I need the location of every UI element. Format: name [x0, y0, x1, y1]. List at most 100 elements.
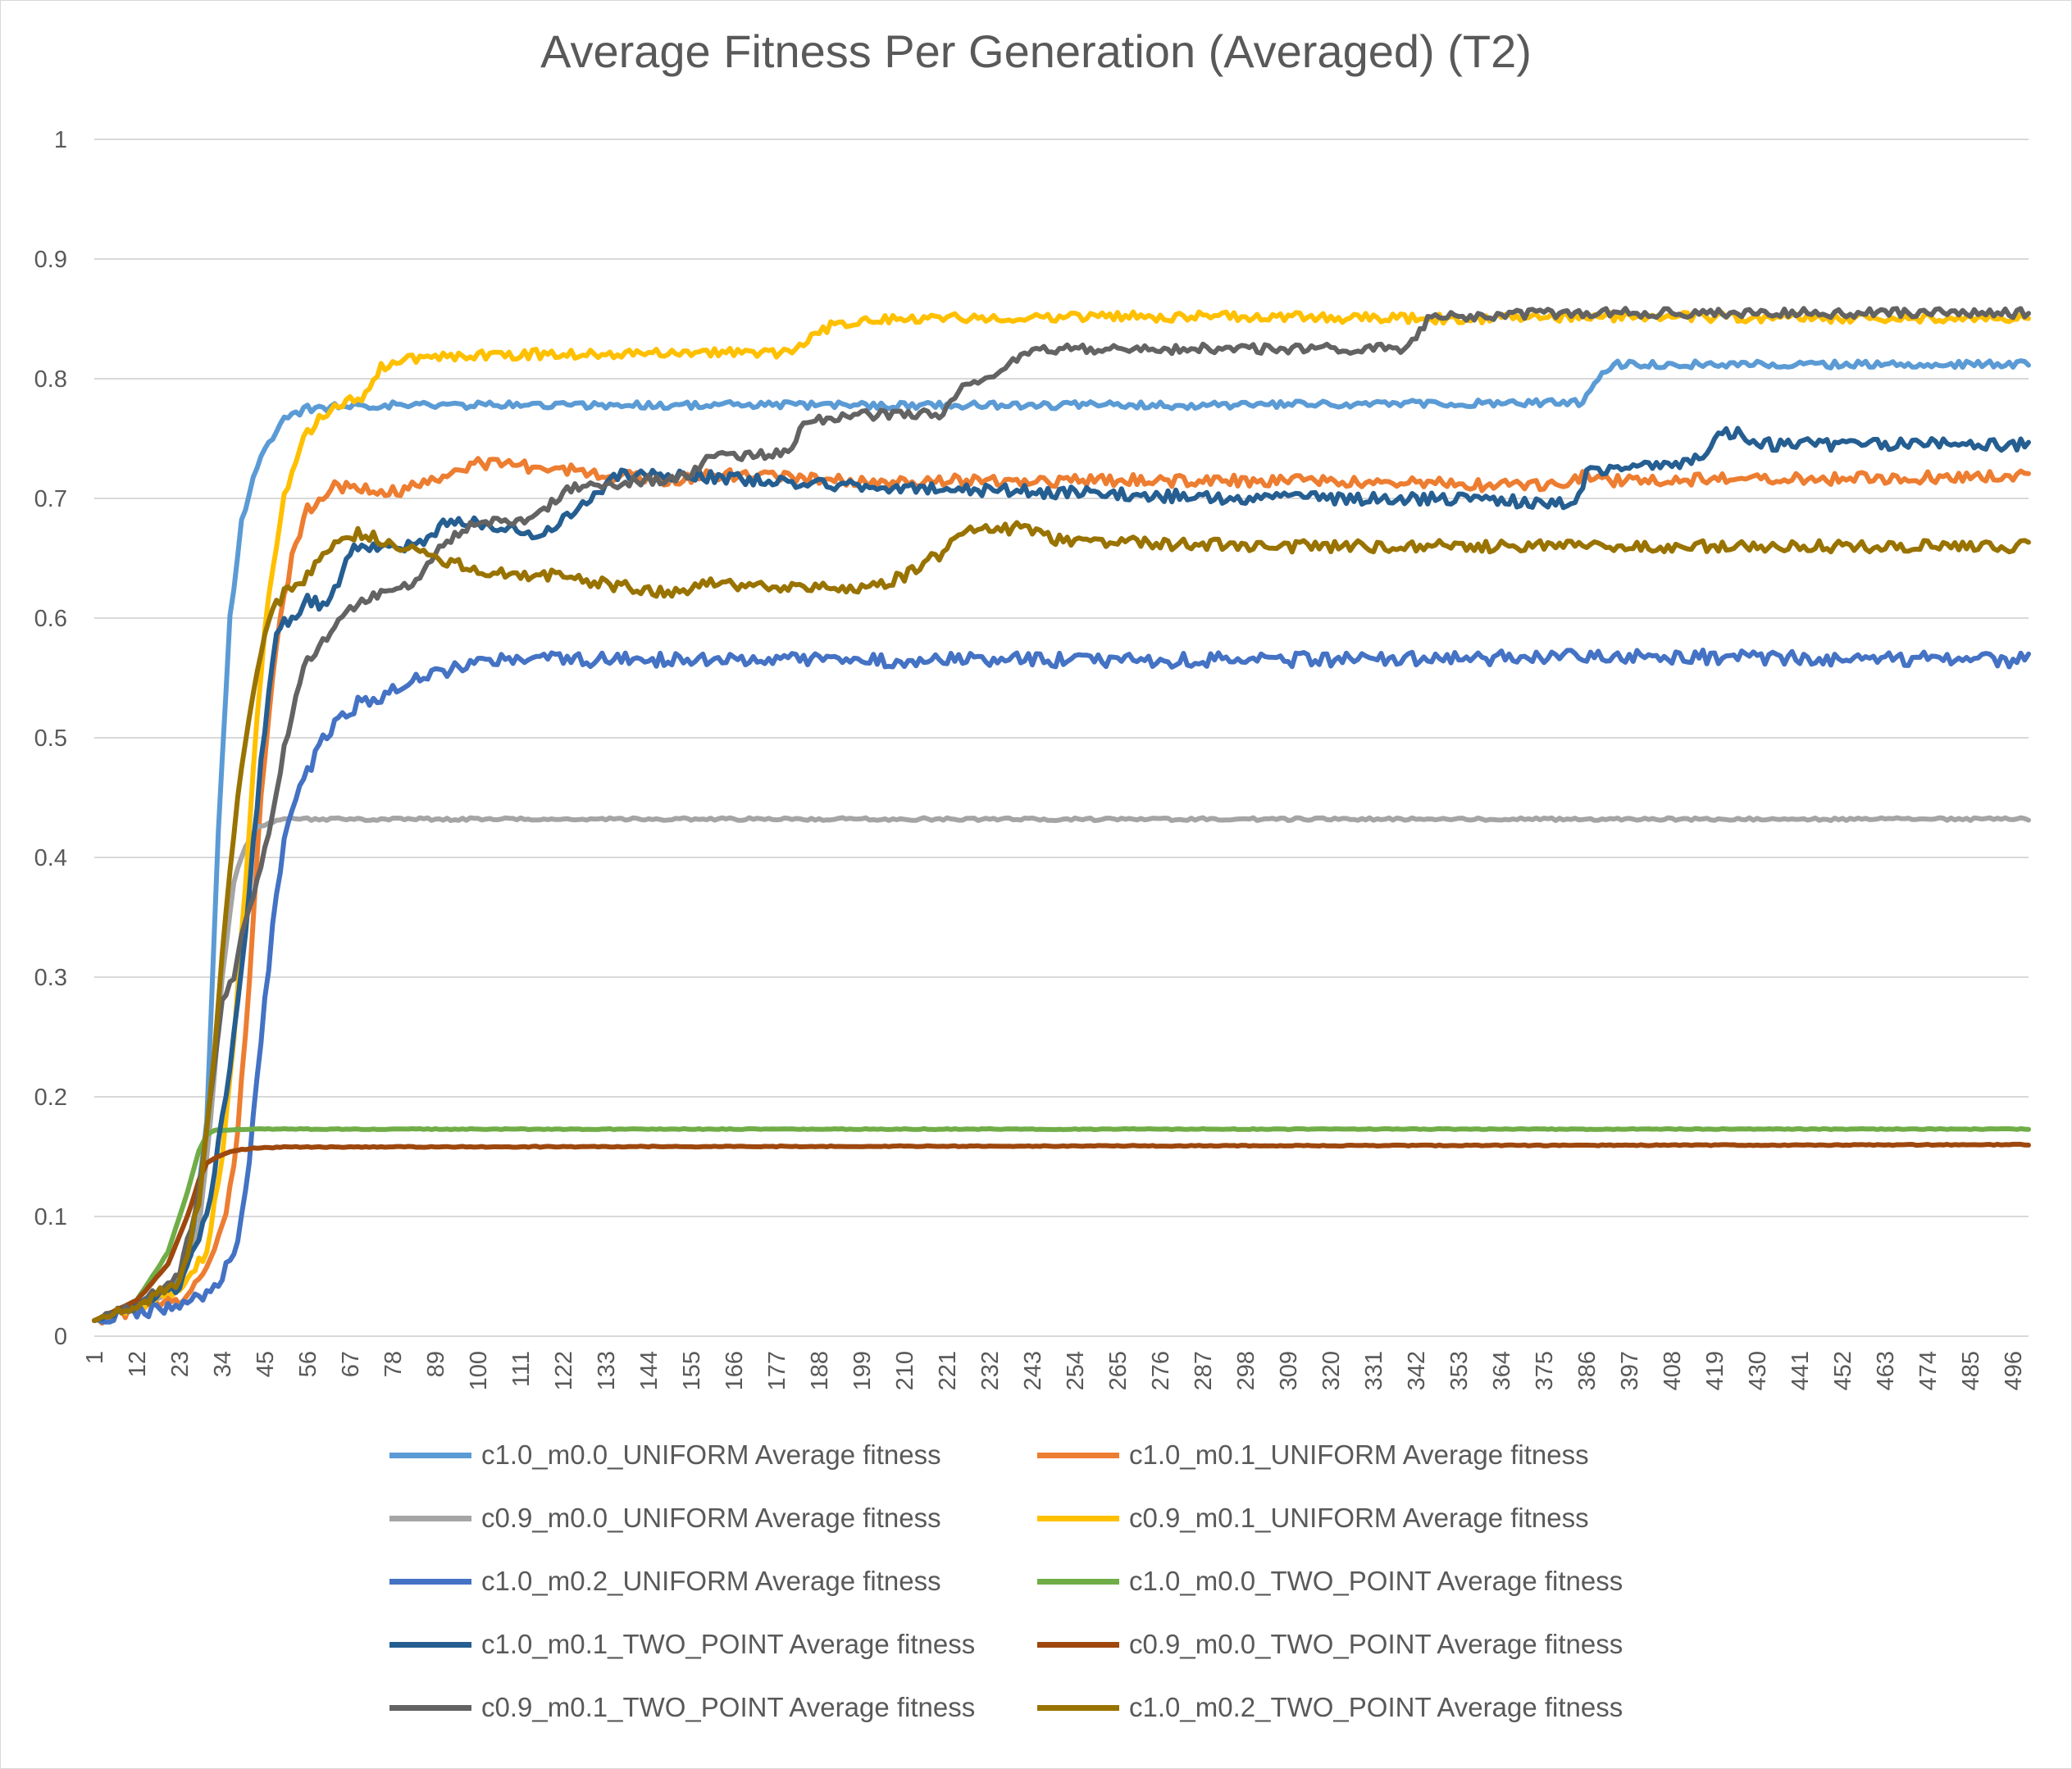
y-tick-label: 0.3: [34, 965, 67, 991]
legend-swatch: [1037, 1452, 1119, 1458]
x-axis-ticks: 1 12 23 34 45 56 67 78 89 100 111 122 133 144 155 166 17…: [82, 1351, 2027, 1390]
x-tick-label: 364: [1489, 1351, 1515, 1390]
legend-label: c1.0_m0.0_UNIFORM Average fitness: [481, 1439, 941, 1470]
x-tick-label: 463: [1873, 1351, 1899, 1390]
legend-swatch: [1037, 1641, 1119, 1648]
x-tick-label: 78: [380, 1351, 407, 1377]
x-tick-label: 485: [1958, 1351, 1984, 1390]
x-tick-label: 331: [1361, 1351, 1387, 1390]
legend-label: c1.0_m0.0_TWO_POINT Average fitness: [1129, 1566, 1623, 1596]
legend-entry: c1.0_m0.2_UNIFORM Average fitness: [389, 1565, 941, 1598]
x-tick-label: 199: [849, 1351, 876, 1390]
series-line: [92, 456, 2031, 1326]
legend-entry: c1.0_m0.1_TWO_POINT Average fitness: [389, 1628, 975, 1661]
x-tick-label: 320: [1318, 1351, 1345, 1390]
legend-swatch: [389, 1641, 471, 1648]
x-tick-label: 408: [1660, 1351, 1686, 1390]
x-tick-label: 496: [2001, 1351, 2027, 1390]
legend-label: c1.0_m0.1_TWO_POINT Average fitness: [481, 1629, 976, 1659]
x-tick-label: 100: [466, 1351, 492, 1390]
legend: c1.0_m0.0_UNIFORM Average fitness c1.0_m0…: [389, 1439, 1742, 1754]
x-tick-label: 232: [977, 1351, 1004, 1390]
x-tick-label: 265: [1105, 1351, 1132, 1390]
x-tick-label: 34: [210, 1351, 236, 1377]
legend-entry: c0.9_m0.0_UNIFORM Average fitness: [389, 1502, 941, 1535]
legend-label: c1.0_m0.1_UNIFORM Average fitness: [1129, 1439, 1589, 1470]
x-tick-label: 452: [1830, 1351, 1856, 1390]
legend-label: c1.0_m0.2_TWO_POINT Average fitness: [1129, 1692, 1623, 1722]
gridlines: [94, 139, 2029, 1337]
y-tick-label: 0.7: [34, 486, 67, 512]
legend-entry: c1.0_m0.0_TWO_POINT Average fitness: [1037, 1565, 1623, 1598]
x-tick-label: 254: [1063, 1351, 1089, 1390]
series-line: [92, 520, 2031, 1323]
x-tick-label: 298: [1233, 1351, 1259, 1390]
x-tick-label: 287: [1191, 1351, 1217, 1390]
legend-label: c0.9_m0.0_UNIFORM Average fitness: [481, 1503, 941, 1533]
legend-entry: c0.9_m0.1_UNIFORM Average fitness: [1037, 1502, 1589, 1535]
legend-swatch: [389, 1452, 471, 1458]
y-tick-label: 1: [54, 127, 67, 153]
x-tick-label: 386: [1574, 1351, 1601, 1390]
series-line: [92, 358, 2031, 1324]
x-tick-label: 56: [295, 1351, 321, 1377]
chart-title: Average Fitness Per Generation (Averaged…: [540, 25, 1532, 77]
legend-swatch: [1037, 1578, 1119, 1585]
series-lines: [92, 306, 2031, 1326]
y-tick-label: 0: [54, 1324, 67, 1350]
x-tick-label: 1: [82, 1351, 108, 1364]
x-tick-label: 155: [679, 1351, 705, 1390]
x-tick-label: 188: [807, 1351, 833, 1390]
y-tick-label: 0.8: [34, 366, 67, 393]
legend-label: c0.9_m0.1_UNIFORM Average fitness: [1129, 1503, 1589, 1533]
legend-entry: c1.0_m0.2_TWO_POINT Average fitness: [1037, 1691, 1623, 1724]
x-tick-label: 144: [636, 1351, 663, 1390]
x-tick-label: 419: [1702, 1351, 1728, 1390]
x-tick-label: 111: [508, 1351, 535, 1387]
legend-swatch: [1037, 1515, 1119, 1521]
legend-label: c0.9_m0.0_TWO_POINT Average fitness: [1129, 1629, 1623, 1659]
series-line: [92, 648, 2031, 1325]
x-tick-label: 309: [1276, 1351, 1302, 1390]
x-tick-label: 397: [1617, 1351, 1643, 1390]
y-tick-label: 0.1: [34, 1204, 67, 1230]
legend-entry: c1.0_m0.0_UNIFORM Average fitness: [389, 1439, 941, 1471]
y-tick-label: 0.2: [34, 1085, 67, 1111]
y-tick-label: 0.4: [34, 845, 67, 871]
x-tick-label: 375: [1532, 1351, 1558, 1390]
legend-entry: c1.0_m0.1_UNIFORM Average fitness: [1037, 1439, 1589, 1471]
legend-swatch: [389, 1578, 471, 1585]
x-tick-label: 441: [1787, 1351, 1814, 1390]
series-line: [92, 1126, 2031, 1323]
x-tick-label: 210: [892, 1351, 918, 1390]
x-tick-label: 133: [594, 1351, 620, 1390]
y-axis-ticks: 0 0.1 0.2 0.3 0.4 0.5 0.6 0.7 0.8 0.9 1: [34, 127, 67, 1350]
x-tick-label: 353: [1446, 1351, 1473, 1390]
series-line: [92, 1141, 2031, 1323]
x-tick-label: 166: [722, 1351, 748, 1390]
legend-label: c1.0_m0.2_UNIFORM Average fitness: [481, 1566, 941, 1596]
legend-entry: c0.9_m0.0_TWO_POINT Average fitness: [1037, 1628, 1623, 1661]
plot-area: 0 0.1 0.2 0.3 0.4 0.5 0.6 0.7 0.8 0.9 1 1 12 23 34 45 5…: [34, 127, 2031, 1390]
y-tick-label: 0.5: [34, 725, 67, 752]
legend-swatch: [1037, 1704, 1119, 1711]
x-tick-label: 474: [1915, 1351, 1942, 1390]
x-tick-label: 177: [764, 1351, 790, 1390]
legend-swatch: [389, 1704, 471, 1711]
series-line: [92, 309, 2031, 1323]
legend-entry: c0.9_m0.1_TWO_POINT Average fitness: [389, 1691, 975, 1724]
x-tick-label: 221: [935, 1351, 961, 1390]
x-tick-label: 276: [1148, 1351, 1174, 1390]
legend-label: c0.9_m0.1_TWO_POINT Average fitness: [481, 1692, 976, 1722]
x-tick-label: 89: [423, 1351, 449, 1377]
series-line: [92, 425, 2031, 1323]
x-tick-label: 12: [125, 1351, 151, 1377]
y-tick-label: 0.9: [34, 247, 67, 273]
x-tick-label: 342: [1404, 1351, 1430, 1390]
series-line: [92, 815, 2031, 1323]
x-tick-label: 243: [1020, 1351, 1046, 1390]
x-tick-label: 45: [253, 1351, 279, 1377]
x-tick-label: 122: [551, 1351, 577, 1390]
x-tick-label: 23: [167, 1351, 194, 1377]
